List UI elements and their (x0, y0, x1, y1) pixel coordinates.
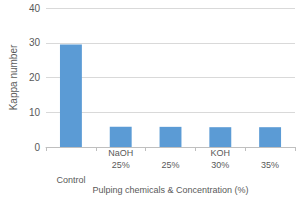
svg-text:0: 0 (34, 142, 40, 153)
svg-text:KOH: KOH (211, 148, 231, 158)
svg-text:10: 10 (29, 107, 41, 118)
svg-text:25%: 25% (162, 160, 180, 170)
svg-text:Control: Control (56, 175, 85, 185)
svg-text:40: 40 (29, 3, 41, 14)
svg-text:25%: 25% (112, 160, 130, 170)
svg-text:Pulping chemicals & Concentrat: Pulping chemicals & Concentration (%) (92, 185, 248, 195)
svg-text:35%: 35% (261, 160, 279, 170)
svg-text:Kappa number: Kappa number (8, 44, 19, 110)
svg-text:30%: 30% (211, 160, 229, 170)
svg-text:NaOH: NaOH (108, 148, 133, 158)
svg-text:30: 30 (29, 37, 41, 48)
svg-text:20: 20 (29, 72, 41, 83)
